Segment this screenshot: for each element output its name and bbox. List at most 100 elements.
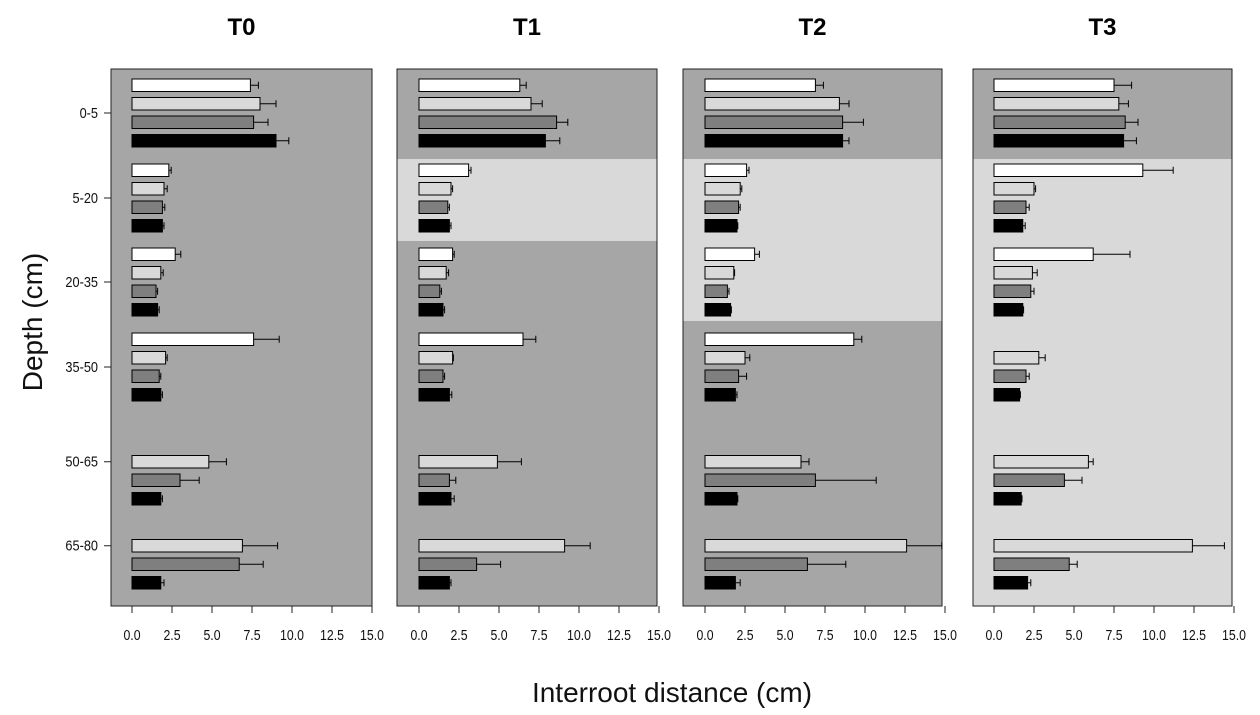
bar — [993, 163, 1144, 177]
x-tick-label: 5.0 — [490, 627, 507, 643]
bar — [418, 163, 470, 177]
bar — [993, 78, 1115, 92]
panel-frame — [110, 68, 373, 607]
bar — [704, 332, 855, 346]
bar — [418, 473, 450, 487]
y-category-label: 20-35 — [65, 273, 98, 290]
x-tick-label: 2.5 — [163, 627, 180, 643]
bar — [993, 369, 1027, 383]
bar — [131, 492, 162, 506]
bar — [131, 247, 176, 261]
x-tick-label: 10.0 — [280, 627, 304, 643]
bar — [993, 539, 1193, 553]
panels-layer: T0 0.0 2.5 5.0 7.5 10.0 12.5 15.0 T1 0.0 2.5 5.0 7.5… — [110, 14, 1246, 643]
bar — [131, 182, 165, 196]
x-tick-label: 15.0 — [647, 627, 671, 643]
bar — [131, 539, 243, 553]
x-tick-label: 10.0 — [853, 627, 877, 643]
panel-title: T3 — [1088, 14, 1116, 41]
bar — [704, 369, 740, 383]
x-tick-label: 15.0 — [360, 627, 384, 643]
bar — [131, 369, 160, 383]
panel-title: T2 — [798, 14, 826, 41]
bar — [704, 455, 802, 469]
x-tick-label: 12.5 — [607, 627, 631, 643]
bar — [131, 388, 162, 402]
x-tick-label: 15.0 — [1222, 627, 1246, 643]
bar — [131, 303, 159, 317]
x-tick-label: 12.5 — [893, 627, 917, 643]
bar — [704, 351, 746, 365]
x-tick-label: 10.0 — [567, 627, 591, 643]
bar — [704, 284, 728, 298]
bar — [993, 576, 1029, 590]
bar — [993, 266, 1033, 280]
bar — [704, 163, 748, 177]
bar — [704, 576, 736, 590]
x-axis-title: Interroot distance (cm) — [532, 677, 812, 708]
panel-t1: T1 0.0 2.5 5.0 7.5 10.0 12.5 15.0 — [396, 14, 671, 643]
bar — [418, 369, 444, 383]
panel-t0: T0 0.0 2.5 5.0 7.5 10.0 12.5 15.0 — [110, 14, 384, 643]
bar — [131, 219, 163, 233]
bar — [131, 163, 170, 177]
bar — [704, 219, 738, 233]
bar — [418, 455, 498, 469]
bar — [418, 182, 452, 196]
x-tick-label: 7.5 — [1105, 627, 1122, 643]
bar — [418, 351, 454, 365]
bar — [131, 351, 167, 365]
bar — [131, 97, 261, 111]
panel-frame — [396, 68, 658, 607]
panel-title: T1 — [513, 14, 541, 41]
bar — [131, 200, 163, 214]
bar — [418, 576, 450, 590]
bar — [704, 303, 732, 317]
bar — [418, 332, 524, 346]
x-tick-label: 10.0 — [1142, 627, 1166, 643]
shading-band — [973, 505, 1232, 606]
x-tick-label: 7.5 — [816, 627, 833, 643]
y-category-label: 35-50 — [65, 358, 98, 375]
bar — [131, 134, 277, 148]
x-tick-label: 0.0 — [123, 627, 140, 643]
x-tick-label: 5.0 — [203, 627, 220, 643]
y-axis-title: Depth (cm) — [17, 253, 48, 391]
y-category-label: 0-5 — [80, 104, 99, 121]
bar — [418, 219, 450, 233]
bar — [993, 219, 1024, 233]
y-category-label: 5-20 — [72, 189, 98, 206]
bar — [418, 247, 454, 261]
panel-t3: T3 0.0 2.5 5.0 7.5 10.0 12.5 15.0 — [972, 14, 1246, 643]
x-tick-label: 5.0 — [776, 627, 793, 643]
y-category-label: 65-80 — [65, 537, 98, 554]
bar — [993, 115, 1126, 129]
bar — [131, 557, 240, 571]
panel-frame — [682, 68, 943, 607]
x-tick-label: 0.0 — [985, 627, 1002, 643]
bar — [993, 200, 1027, 214]
y-category-label: 50-65 — [65, 453, 98, 470]
y-axis: 0-5 5-20 20-35 35-50 50-65 65-80 — [65, 104, 111, 554]
x-tick-label: 2.5 — [1025, 627, 1042, 643]
bar — [993, 388, 1021, 402]
bar — [418, 303, 444, 317]
bar — [704, 492, 738, 506]
bar — [993, 455, 1089, 469]
bar — [704, 266, 735, 280]
bar — [993, 182, 1035, 196]
bar — [993, 247, 1094, 261]
bar — [418, 115, 558, 129]
bar — [704, 539, 908, 553]
bar — [418, 284, 441, 298]
bar — [131, 78, 251, 92]
x-tick-label: 2.5 — [736, 627, 753, 643]
bar — [993, 473, 1065, 487]
x-tick-label: 5.0 — [1065, 627, 1082, 643]
bar — [418, 539, 566, 553]
bar — [704, 473, 816, 487]
bar — [704, 247, 756, 261]
x-tick-label: 0.0 — [410, 627, 427, 643]
bar — [418, 78, 521, 92]
